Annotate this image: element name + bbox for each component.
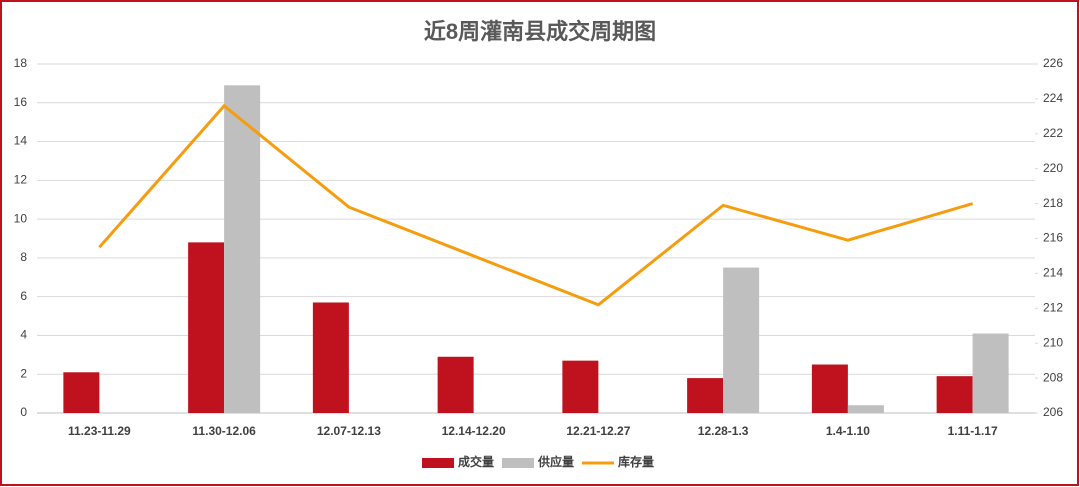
y2-tick-label: 226 xyxy=(1043,56,1063,70)
y-tick-label: 0 xyxy=(20,405,27,419)
bar xyxy=(224,85,261,414)
y2-tick-label: 208 xyxy=(1043,370,1063,384)
x-tick-label: 12.21-12.27 xyxy=(566,424,630,438)
bar xyxy=(847,405,884,413)
y-tick-label: 10 xyxy=(14,211,28,225)
y-tick-label: 18 xyxy=(14,56,28,70)
legend-label: 供应量 xyxy=(537,454,574,469)
bar xyxy=(437,356,474,413)
y2-tick-label: 216 xyxy=(1043,231,1063,245)
y2-tick-label: 224 xyxy=(1043,91,1063,105)
legend-swatch xyxy=(422,458,454,468)
bar xyxy=(188,242,225,413)
x-tick-label: 12.07-12.13 xyxy=(317,424,381,438)
y-tick-label: 2 xyxy=(20,366,27,380)
bar xyxy=(687,378,724,413)
y-tick-label: 8 xyxy=(20,250,27,264)
y-tick-label: 12 xyxy=(14,173,28,187)
y-tick-label: 4 xyxy=(20,328,27,342)
x-tick-label: 12.28-1.3 xyxy=(698,424,749,438)
bar xyxy=(936,376,973,413)
chart-title: 近8周灌南县成交周期图 xyxy=(424,19,656,44)
y-tick-label: 14 xyxy=(14,134,28,148)
x-tick-label: 11.30-12.06 xyxy=(192,424,256,438)
x-tick-label: 1.4-1.10 xyxy=(826,424,870,438)
bar xyxy=(972,333,1009,413)
legend-label: 库存量 xyxy=(618,454,654,469)
bar xyxy=(562,360,599,413)
y2-tick-label: 206 xyxy=(1043,405,1063,419)
y2-tick-label: 214 xyxy=(1043,266,1063,280)
bar xyxy=(63,372,100,413)
x-tick-label: 11.23-11.29 xyxy=(68,424,131,438)
legend-swatch xyxy=(502,458,534,468)
line-series xyxy=(98,103,974,307)
x-tick-label: 1.11-1.17 xyxy=(948,424,998,438)
y2-tick-label: 210 xyxy=(1043,335,1063,349)
y-tick-label: 6 xyxy=(20,289,27,303)
y2-tick-label: 222 xyxy=(1043,126,1063,140)
bar xyxy=(723,267,760,413)
bar xyxy=(312,302,349,413)
y2-tick-label: 220 xyxy=(1043,161,1063,175)
y2-tick-label: 218 xyxy=(1043,196,1063,210)
bar xyxy=(811,364,848,413)
y-tick-label: 16 xyxy=(14,95,28,109)
y2-tick-label: 212 xyxy=(1043,300,1063,314)
x-tick-label: 12.14-12.20 xyxy=(442,424,506,438)
legend-label: 成交量 xyxy=(458,454,494,469)
